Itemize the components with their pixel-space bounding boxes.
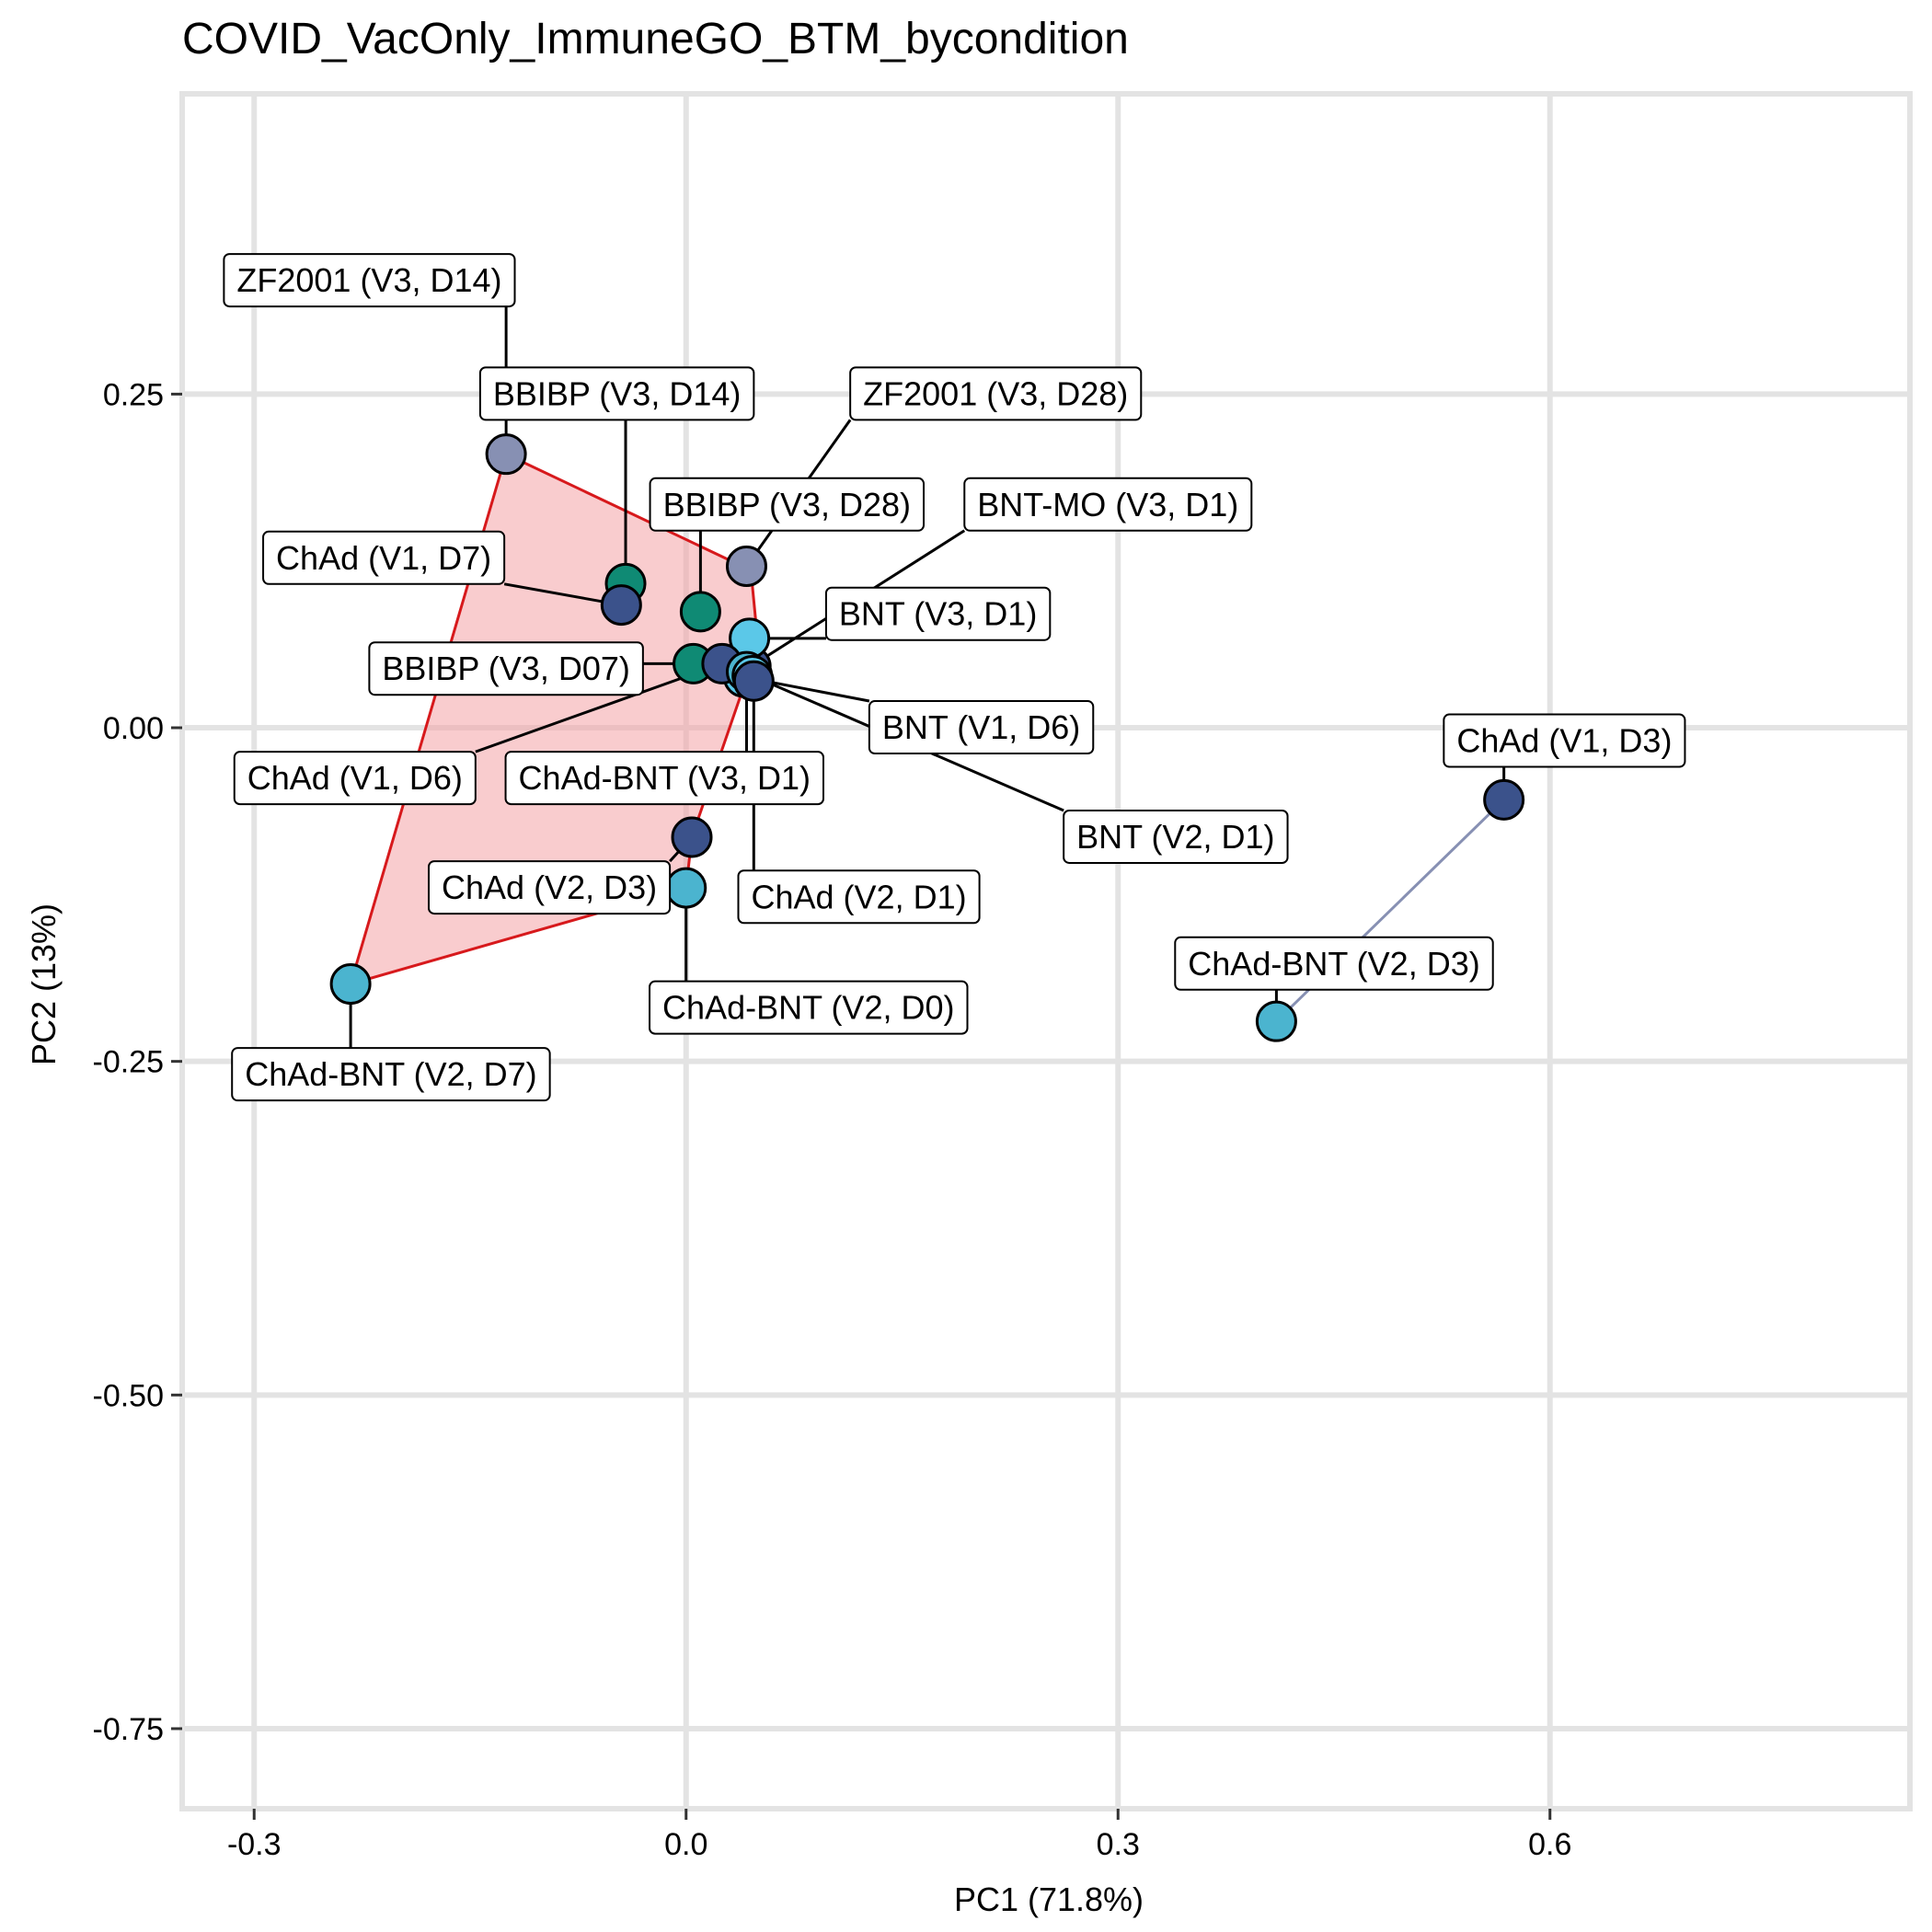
point-label: ChAd-BNT (V2, D3) (1174, 936, 1494, 991)
label-box (737, 869, 981, 925)
point-label: ChAd (V2, D1) (737, 869, 981, 925)
label-text: BNT (V3, D1) (839, 595, 1037, 633)
data-point (732, 660, 775, 702)
data-point (1255, 1000, 1297, 1042)
data-point (671, 816, 713, 858)
point-label: BBIBP (V3, D14) (478, 366, 755, 421)
label-text: ChAd-BNT (V2, D3) (1188, 945, 1479, 983)
chart-title: COVID_VacOnly_ImmuneGO_BTM_bycondition (182, 15, 1129, 63)
y-axis-ticks: -0.75 -0.50 -0.25 0.00 0.25 (93, 377, 182, 1747)
label-box (478, 366, 755, 421)
label-text: BBIBP (V3, D07) (382, 650, 629, 687)
x-tick-label: -0.3 (227, 1827, 282, 1862)
point-label: ChAd-BNT (V3, D1) (504, 751, 824, 806)
label-text: BNT (V1, D6) (882, 708, 1080, 746)
label-text: BNT (V2, D1) (1076, 818, 1274, 856)
point-label: ChAd-BNT (V2, D0) (649, 980, 969, 1035)
label-box (824, 586, 1052, 641)
point-label: ZF2001 (V3, D28) (849, 366, 1143, 421)
label-text: ZF2001 (V3, D14) (236, 261, 501, 299)
point-label: ChAd (V2, D3) (428, 860, 672, 915)
point-label: BNT-MO (V3, D1) (963, 477, 1253, 532)
point-label: BNT (V2, D1) (1063, 809, 1289, 864)
y-tick-label: -0.50 (93, 1378, 165, 1413)
data-points (329, 433, 1525, 1042)
x-axis-ticks: -0.3 0.0 0.3 0.6 (227, 1809, 1571, 1862)
label-text: ChAd-BNT (V3, D1) (519, 759, 811, 797)
point-label: ZF2001 (V3, D14) (223, 253, 516, 308)
y-tick-label: -0.25 (93, 1045, 165, 1080)
label-text: BBIBP (V3, D14) (493, 374, 741, 412)
point-label: ChAd (V1, D6) (233, 751, 477, 806)
label-text: ChAd-BNT (V2, D7) (245, 1055, 536, 1093)
point-label: ChAd (V1, D3) (1443, 713, 1686, 768)
x-tick-label: 0.0 (664, 1827, 707, 1862)
x-tick-label: 0.6 (1528, 1827, 1571, 1862)
data-point (600, 584, 642, 627)
label-text: ChAd-BNT (V2, D0) (662, 989, 954, 1027)
data-point (329, 963, 372, 1006)
label-box (223, 253, 516, 308)
point-label: BNT (V3, D1) (824, 586, 1052, 641)
label-text: ZF2001 (V3, D28) (863, 374, 1128, 412)
point-label: ChAd-BNT (V2, D7) (231, 1047, 551, 1102)
data-point (485, 433, 527, 476)
label-box (868, 700, 1095, 755)
label-box (1174, 936, 1494, 991)
label-box (649, 980, 969, 1035)
label-box (231, 1047, 551, 1102)
point-label: BNT (V1, D6) (868, 700, 1095, 755)
y-tick-label: 0.25 (103, 377, 164, 412)
label-text: BBIBP (V3, D28) (663, 486, 911, 523)
point-label: ChAd (V1, D7) (262, 530, 506, 585)
label-box (849, 366, 1143, 421)
label-box (368, 641, 644, 696)
x-axis-label: PC1 (71.8%) (954, 1880, 1144, 1918)
data-point (679, 591, 721, 633)
label-box (428, 860, 672, 915)
label-box (649, 477, 926, 532)
label-box (1443, 713, 1686, 768)
label-text: ChAd (V1, D3) (1456, 722, 1672, 760)
y-tick-label: -0.75 (93, 1712, 165, 1747)
x-tick-label: 0.3 (1097, 1827, 1140, 1862)
label-text: ChAd (V1, D7) (276, 539, 491, 577)
point-labels: ZF2001 (V3, D14) BBIBP (V3, D14) ZF2001 (V… (223, 253, 1686, 1102)
point-label: BBIBP (V3, D07) (368, 641, 644, 696)
label-text: BNT-MO (V3, D1) (977, 486, 1238, 523)
y-tick-label: 0.00 (103, 711, 164, 746)
data-point (665, 867, 707, 909)
label-box (504, 751, 824, 806)
point-label: BBIBP (V3, D28) (649, 477, 926, 532)
data-point (725, 546, 767, 588)
label-box (1063, 809, 1289, 864)
y-axis-label: PC2 (13%) (25, 903, 63, 1065)
label-box (233, 751, 477, 806)
data-point (1483, 778, 1525, 821)
label-box (963, 477, 1253, 532)
label-text: ChAd (V2, D1) (752, 878, 967, 915)
label-box (262, 530, 506, 585)
label-text: ChAd (V1, D6) (247, 759, 463, 797)
label-text: ChAd (V2, D3) (442, 868, 657, 906)
